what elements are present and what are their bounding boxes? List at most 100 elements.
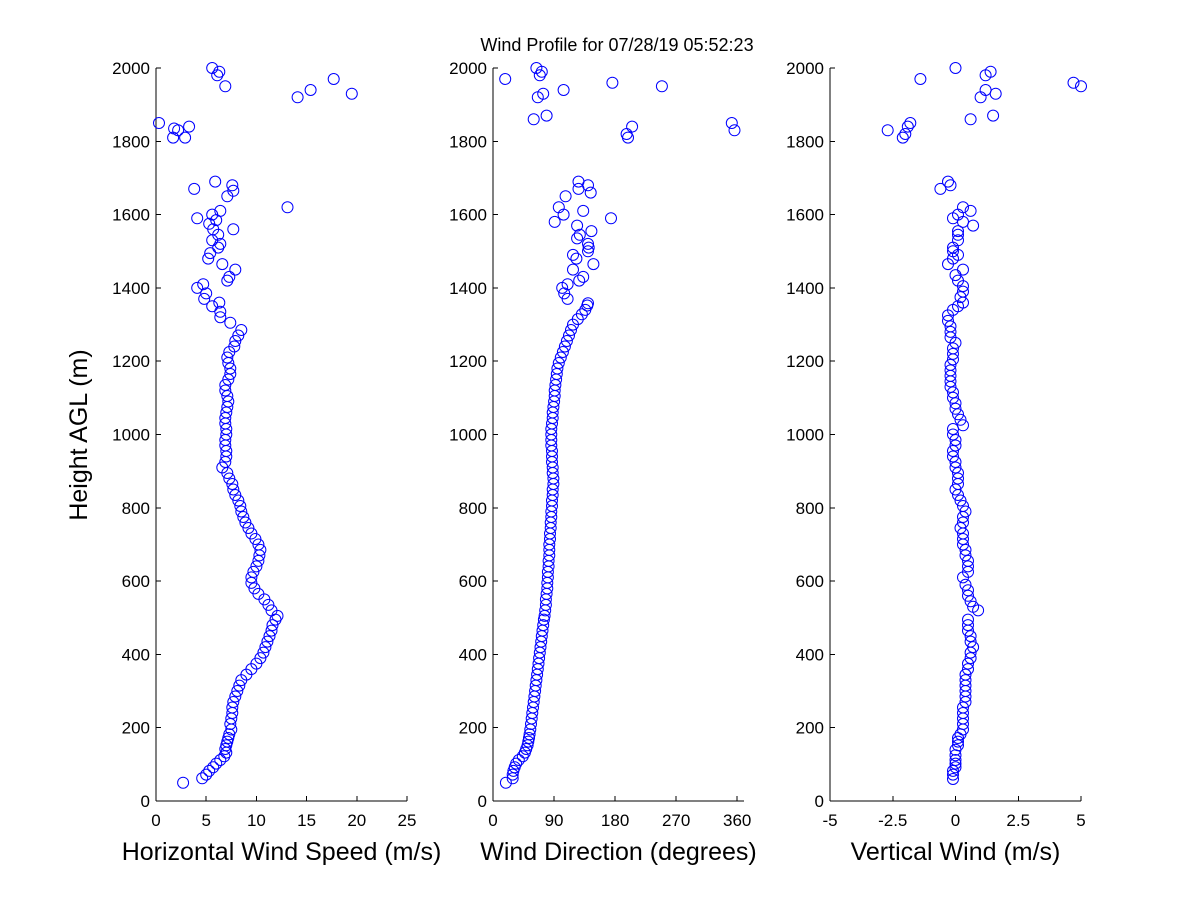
data-point <box>345 87 358 100</box>
data-point <box>198 292 211 305</box>
data-point <box>537 619 550 632</box>
data-point <box>964 595 977 608</box>
data-point <box>942 314 954 327</box>
data-point <box>219 743 232 755</box>
data-point <box>944 179 957 192</box>
data-point <box>261 635 274 648</box>
y-tick-label: 1400 <box>449 279 487 298</box>
data-point <box>203 217 216 230</box>
data-point <box>964 630 977 643</box>
data-point <box>177 776 190 789</box>
data-point <box>575 308 588 321</box>
data-point <box>232 329 245 342</box>
data-point <box>655 80 668 93</box>
data-point <box>232 494 245 507</box>
data-point <box>558 340 571 353</box>
data-point <box>947 445 959 457</box>
y-tick-label: 800 <box>122 499 150 518</box>
x-tick-label: 270 <box>662 811 690 830</box>
data-point <box>510 757 523 770</box>
data-point <box>153 117 165 129</box>
y-tick-label: 1800 <box>112 132 150 151</box>
data-point <box>584 186 597 199</box>
data-point <box>224 316 237 329</box>
data-point <box>221 735 234 748</box>
data-point <box>512 754 525 766</box>
data-point <box>196 772 209 785</box>
x-tick-label: 180 <box>601 811 629 830</box>
data-point <box>962 657 974 670</box>
data-point <box>304 84 317 96</box>
data-point <box>257 646 270 659</box>
data-point <box>213 65 226 78</box>
data-point <box>959 674 972 687</box>
data-point <box>947 428 959 441</box>
data-point <box>582 237 594 250</box>
y-tick-label: 1000 <box>449 426 487 445</box>
chart-title: Wind Profile for 07/28/19 05:52:23 <box>480 35 753 55</box>
data-point <box>954 291 967 304</box>
data-point <box>585 225 598 238</box>
data-point <box>577 270 590 283</box>
data-point <box>219 384 232 397</box>
data-point <box>239 516 252 529</box>
data-point <box>227 696 240 708</box>
data-point <box>552 201 565 214</box>
data-point <box>223 472 236 485</box>
data-point <box>954 494 967 507</box>
x-tick-label: 25 <box>398 811 417 830</box>
y-tick-label: 1400 <box>112 279 150 298</box>
data-point <box>235 324 248 336</box>
data-point <box>188 182 201 195</box>
data-point <box>957 516 969 529</box>
data-point <box>952 467 964 479</box>
data-point <box>245 571 258 584</box>
y-tick-label: 200 <box>122 719 150 738</box>
data-points <box>499 62 741 789</box>
x-tick-label: 90 <box>545 811 564 830</box>
data-point <box>557 84 570 96</box>
data-point <box>957 701 969 714</box>
data-point <box>949 456 962 468</box>
data-point <box>548 215 561 228</box>
data-point <box>947 347 959 360</box>
data-point <box>944 320 957 333</box>
x-tick-label: 360 <box>723 811 751 830</box>
data-point <box>214 311 227 324</box>
data-point <box>551 362 564 375</box>
data-point <box>949 402 962 415</box>
x-tick-label: 2.5 <box>1006 811 1030 830</box>
y-tick-label: 1200 <box>786 352 824 371</box>
data-point <box>954 413 967 426</box>
data-point <box>959 578 972 591</box>
data-point <box>949 761 962 774</box>
data-point <box>949 62 962 74</box>
data-point <box>210 757 223 770</box>
y-tick-label: 0 <box>815 792 824 811</box>
data-point <box>944 364 957 377</box>
data-point <box>191 281 204 294</box>
data-point <box>944 358 957 371</box>
data-point <box>957 419 969 432</box>
data-point <box>901 120 914 133</box>
data-point <box>896 131 909 144</box>
y-tick-label: 600 <box>122 572 150 591</box>
data-point <box>964 635 977 648</box>
data-point <box>605 212 617 225</box>
x-tick-label: 5 <box>1076 811 1085 830</box>
data-point <box>229 263 242 276</box>
data-point <box>233 679 246 692</box>
data-point <box>571 313 584 326</box>
data-point <box>567 263 579 276</box>
data-point <box>523 728 536 741</box>
data-point <box>206 208 219 221</box>
x-tick-label: -2.5 <box>878 811 907 830</box>
data-point <box>235 505 248 518</box>
x-axis-title: Vertical Wind (m/s) <box>851 838 1061 866</box>
data-point <box>523 732 535 744</box>
y-tick-label: 1600 <box>112 206 150 225</box>
y-tick-label: 1200 <box>112 352 150 371</box>
data-point <box>226 478 239 490</box>
data-point <box>582 297 594 310</box>
